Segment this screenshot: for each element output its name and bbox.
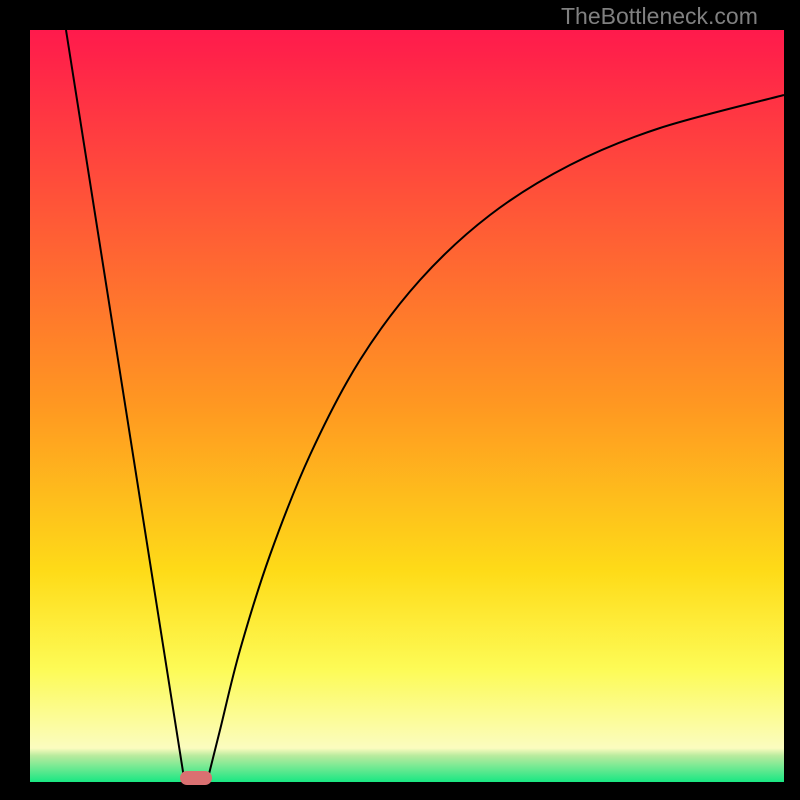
curve-overlay [0,0,800,800]
watermark-text: TheBottleneck.com [561,3,758,30]
bottleneck-marker [180,771,212,785]
